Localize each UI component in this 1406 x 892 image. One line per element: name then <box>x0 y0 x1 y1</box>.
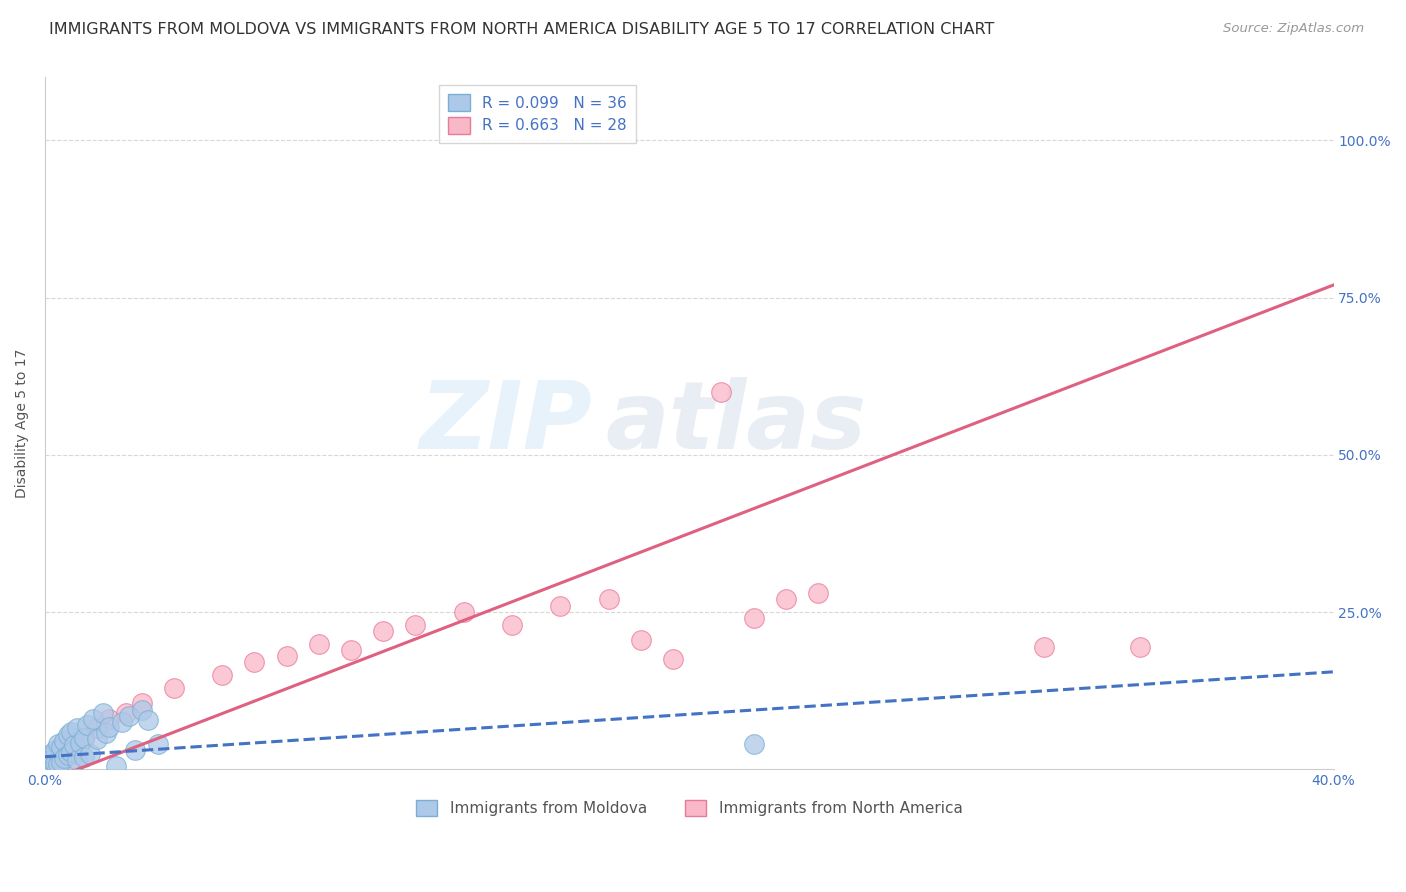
Point <box>59 753 82 767</box>
Point <box>44 756 66 770</box>
Point <box>63 739 86 753</box>
Point <box>98 719 121 733</box>
Point <box>131 702 153 716</box>
Text: ZIP: ZIP <box>420 377 592 469</box>
Legend: Immigrants from Moldova, Immigrants from North America: Immigrants from Moldova, Immigrants from… <box>408 792 970 824</box>
Point <box>807 586 830 600</box>
Point <box>82 712 104 726</box>
Point <box>742 611 765 625</box>
Point <box>114 706 136 720</box>
Point <box>146 737 169 751</box>
Point <box>243 656 266 670</box>
Point <box>775 592 797 607</box>
Point <box>662 652 685 666</box>
Point <box>98 712 121 726</box>
Point <box>66 722 89 736</box>
Point <box>96 726 118 740</box>
Point <box>44 743 66 757</box>
Point <box>710 384 733 399</box>
Point <box>404 617 426 632</box>
Point <box>373 624 395 638</box>
Point <box>124 743 146 757</box>
Point <box>550 599 572 613</box>
Point <box>59 724 82 739</box>
Point <box>59 745 82 759</box>
Point <box>91 706 114 720</box>
Point <box>598 592 620 607</box>
Text: Source: ZipAtlas.com: Source: ZipAtlas.com <box>1223 22 1364 36</box>
Y-axis label: Disability Age 5 to 17: Disability Age 5 to 17 <box>15 349 30 498</box>
Point <box>66 753 89 767</box>
Point <box>104 759 127 773</box>
Point <box>46 737 69 751</box>
Point <box>136 713 159 727</box>
Point <box>501 617 523 632</box>
Point <box>276 649 298 664</box>
Point <box>453 605 475 619</box>
Point <box>163 681 186 695</box>
Point <box>46 749 69 764</box>
Text: atlas: atlas <box>606 377 866 469</box>
Point <box>69 736 91 750</box>
Point <box>340 642 363 657</box>
Point <box>630 633 652 648</box>
Point <box>742 737 765 751</box>
Point <box>72 731 94 745</box>
Point <box>131 696 153 710</box>
Point <box>86 722 108 736</box>
Point <box>211 668 233 682</box>
Point <box>111 715 134 730</box>
Point <box>49 755 72 769</box>
Point <box>79 747 101 761</box>
Point <box>53 734 76 748</box>
Point <box>72 731 94 745</box>
Point <box>53 751 76 765</box>
Text: IMMIGRANTS FROM MOLDOVA VS IMMIGRANTS FROM NORTH AMERICA DISABILITY AGE 5 TO 17 : IMMIGRANTS FROM MOLDOVA VS IMMIGRANTS FR… <box>49 22 994 37</box>
Point <box>46 757 69 772</box>
Point <box>37 749 59 764</box>
Point <box>1129 640 1152 654</box>
Point <box>56 748 79 763</box>
Point <box>86 732 108 747</box>
Point <box>72 749 94 764</box>
Point <box>41 747 63 761</box>
Point <box>56 728 79 742</box>
Point <box>1032 640 1054 654</box>
Point <box>49 740 72 755</box>
Point <box>41 753 63 767</box>
Point <box>308 636 330 650</box>
Point <box>76 718 98 732</box>
Point <box>118 709 141 723</box>
